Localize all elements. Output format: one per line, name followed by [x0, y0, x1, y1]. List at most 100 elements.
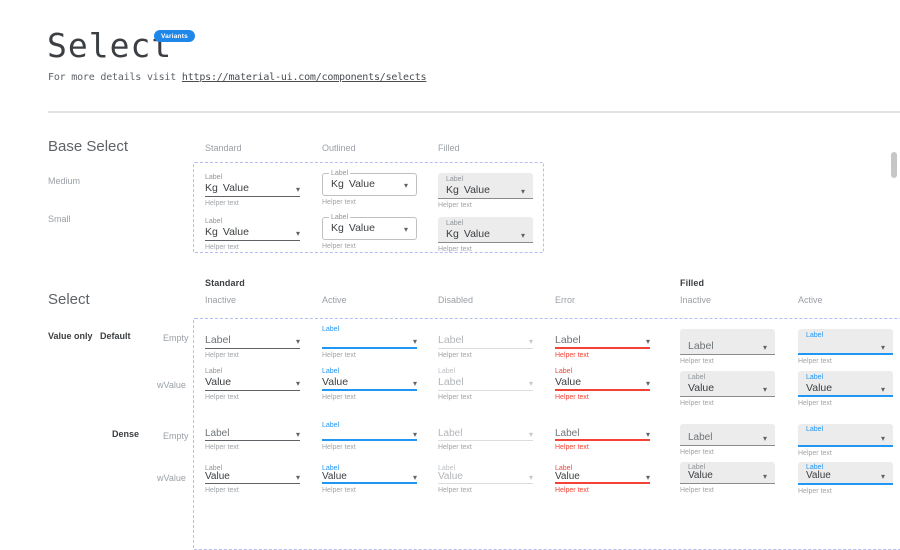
state-header-active-std: Active — [322, 295, 347, 305]
select-cell: Label Label ▾ Helper text — [438, 368, 533, 402]
select-value: Value — [688, 382, 715, 394]
select-value: Label — [438, 428, 463, 439]
select-label: Label — [205, 465, 223, 472]
page-title: Select — [47, 26, 173, 65]
select-value: Value — [555, 376, 582, 388]
select-input[interactable]: Label ▾ — [688, 340, 767, 352]
select-input[interactable]: ▾ — [322, 430, 417, 441]
select-cell: Label ▾ Helper text — [205, 326, 300, 360]
select-value: Label — [438, 376, 464, 388]
select-value-text: Value — [463, 184, 490, 196]
subtitle: For more details visit https://material-… — [48, 72, 427, 83]
select-input[interactable]: Value ▾ — [555, 472, 650, 484]
outlined-select-input[interactable]: Label Kg Value ▾ — [322, 170, 417, 196]
select-input[interactable]: Label ▾ — [205, 334, 300, 349]
select-input[interactable]: Kg Value ▾ — [446, 228, 525, 240]
material-ui-link[interactable]: https://material-ui.com/components/selec… — [181, 72, 427, 83]
select-cell: Label Value ▾ Helper text — [438, 465, 533, 495]
select-value: Value — [322, 376, 349, 388]
state-header-active-filled: Active — [798, 295, 823, 305]
select-cell: Label Kg Value ▾ Helper text — [205, 218, 300, 252]
filled-select-input[interactable]: Label Kg Value ▾ — [438, 173, 533, 199]
dropdown-arrow-icon: ▾ — [528, 430, 533, 439]
select-input[interactable]: Label ▾ — [438, 334, 533, 349]
select-label: Label — [688, 374, 706, 381]
column-header-filled: Filled — [438, 143, 460, 153]
filled-select-input[interactable]: Label Value ▾ — [798, 371, 893, 397]
filled-select-input[interactable]: Label ▾ — [798, 424, 893, 447]
select-input[interactable]: Value ▾ — [688, 382, 767, 394]
helper-text: Helper text — [322, 243, 356, 250]
dropdown-arrow-icon: ▾ — [295, 229, 300, 238]
select-value: Value — [806, 382, 833, 394]
select-input[interactable]: Kg Value ▾ — [446, 184, 525, 196]
select-input[interactable]: Value ▾ — [438, 472, 533, 484]
select-input[interactable]: Kg Value ▾ — [205, 226, 300, 241]
dropdown-arrow-icon: ▾ — [295, 430, 300, 439]
select-label-notch: Label — [329, 170, 351, 178]
row-header-medium: Medium — [48, 176, 81, 186]
filled-select-input[interactable]: Label ▾ — [798, 329, 893, 355]
select-input[interactable]: Label ▾ — [438, 428, 533, 441]
helper-text: Helper text — [205, 244, 239, 251]
select-input[interactable]: Label ▾ — [205, 429, 300, 441]
select-input[interactable]: Label ▾ — [688, 433, 767, 443]
helper-text: Helper text — [322, 199, 356, 206]
helper-text: Helper text — [680, 449, 714, 456]
select-cell: Label ▾ Helper text — [322, 422, 417, 452]
helper-text: Helper text — [205, 200, 239, 207]
select-input[interactable]: Kg Value ▾ — [331, 222, 408, 234]
filled-select-input[interactable]: Label ▾ — [680, 424, 775, 446]
filled-select-input[interactable]: Label ▾ — [680, 329, 775, 355]
select-value-text: Value — [222, 226, 249, 238]
row-variant-empty-dense: Empty — [163, 431, 189, 441]
select-label: Label — [322, 422, 340, 429]
scrollbar-thumb[interactable] — [891, 152, 897, 178]
select-label — [555, 326, 650, 334]
filled-select-input[interactable]: Label Value ▾ — [680, 462, 775, 484]
filled-select-input[interactable]: Label Value ▾ — [680, 371, 775, 397]
base-select-heading: Base Select — [48, 138, 129, 155]
select-input[interactable]: Value ▾ — [806, 382, 885, 394]
select-input[interactable]: Value ▾ — [322, 376, 417, 391]
select-value-text: Value — [348, 222, 375, 234]
select-input[interactable]: Value ▾ — [322, 472, 417, 484]
filled-select-input[interactable]: Label Kg Value ▾ — [438, 217, 533, 243]
select-input[interactable]: Kg Value ▾ — [205, 182, 300, 197]
select-label: Label — [806, 426, 824, 433]
outlined-select-input[interactable]: Label Kg Value ▾ — [322, 214, 417, 240]
select-input[interactable]: ▾ — [806, 434, 885, 443]
select-input[interactable]: Kg Value ▾ — [331, 178, 408, 190]
select-cell: Label Kg Value ▾ Helper text — [205, 174, 300, 208]
select-input[interactable]: ▾ — [806, 340, 885, 352]
select-input[interactable]: Value ▾ — [555, 376, 650, 391]
filled-select-input[interactable]: Label Value ▾ — [798, 462, 893, 485]
helper-text: Helper text — [322, 444, 356, 451]
select-value: Label — [438, 334, 464, 346]
helper-text: Helper text — [438, 246, 472, 253]
select-input[interactable]: ▾ — [322, 334, 417, 349]
dropdown-arrow-icon: ▾ — [645, 430, 650, 439]
select-heading: Select — [48, 291, 90, 308]
select-input[interactable]: Value ▾ — [688, 471, 767, 481]
dropdown-arrow-icon: ▾ — [762, 472, 767, 481]
select-input[interactable]: Value ▾ — [205, 376, 300, 391]
select-input[interactable]: Label ▾ — [555, 334, 650, 349]
helper-text: Helper text — [438, 444, 472, 451]
select-label: Label — [688, 464, 706, 471]
column-header-outlined: Outlined — [322, 143, 356, 153]
select-label: Label — [446, 220, 464, 227]
dropdown-arrow-icon: ▾ — [645, 337, 650, 346]
select-cell: Label ▾ Helper text — [680, 424, 775, 457]
select-label: Label — [446, 176, 464, 183]
select-input[interactable]: Value ▾ — [806, 471, 885, 481]
select-input[interactable]: Label ▾ — [438, 376, 533, 391]
helper-text: Helper text — [322, 352, 356, 359]
select-value: Label — [205, 334, 231, 346]
dropdown-arrow-icon: ▾ — [528, 473, 533, 482]
dropdown-arrow-icon: ▾ — [762, 343, 767, 352]
select-input[interactable]: Label ▾ — [555, 429, 650, 441]
select-label: Label — [806, 332, 824, 339]
select-input[interactable]: Value ▾ — [205, 472, 300, 484]
adornment-text: Kg — [205, 226, 218, 238]
